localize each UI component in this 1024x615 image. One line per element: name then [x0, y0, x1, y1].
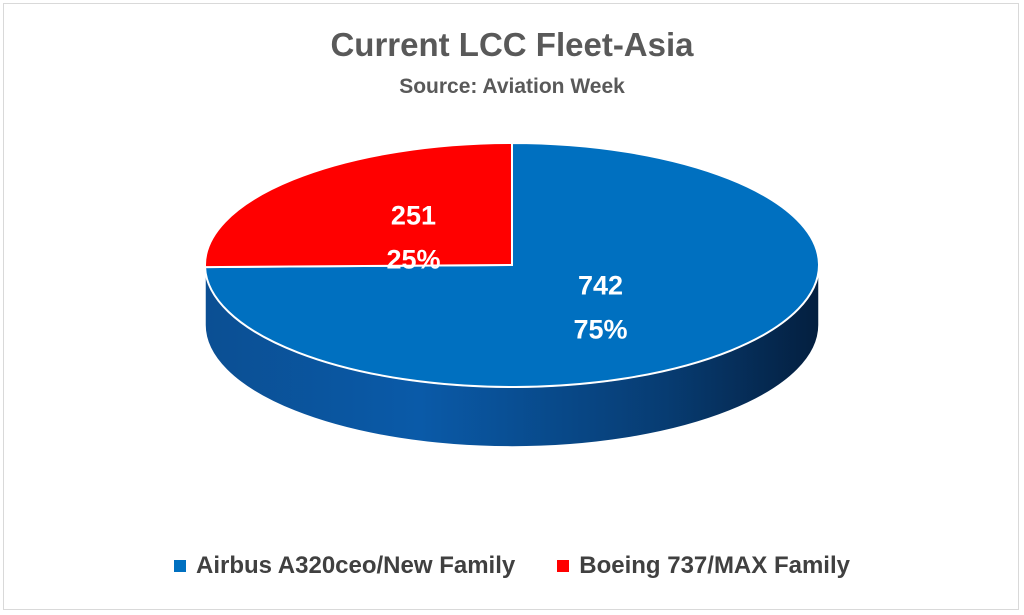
legend-item-airbus: Airbus A320ceo/New Family — [174, 552, 515, 580]
pie-slice-boeing — [204, 141, 513, 269]
legend-label-boeing: Boeing 737/MAX Family — [579, 552, 850, 579]
data-label-boeing-value: 251 — [391, 201, 436, 231]
legend-swatch-boeing — [557, 560, 570, 572]
legend-swatch-airbus — [174, 560, 186, 572]
chart-subtitle: Source: Aviation Week — [399, 75, 625, 98]
legend: Airbus A320ceo/New Family Boeing 737/MAX… — [0, 552, 1024, 580]
legend-label-airbus: Airbus A320ceo/New Family — [196, 552, 516, 579]
data-label-airbus-value: 742 — [578, 270, 623, 300]
data-label-boeing-percent: 25% — [386, 245, 440, 275]
chart-title: Current LCC Fleet-Asia — [330, 26, 694, 63]
legend-item-boeing: Boeing 737/MAX Family — [557, 552, 850, 580]
data-label-airbus-percent: 75% — [574, 314, 628, 344]
